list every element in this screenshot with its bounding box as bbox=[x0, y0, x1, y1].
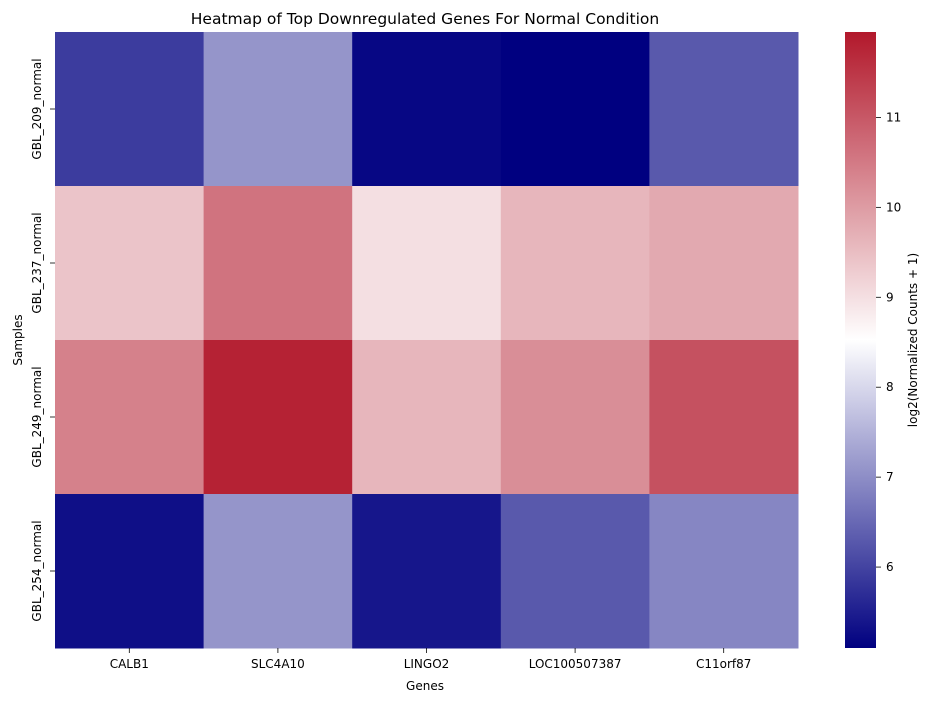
y-tick-label: GBL_209_normal bbox=[30, 58, 44, 159]
y-axis-label: Samples bbox=[11, 314, 25, 365]
heatmap-cell bbox=[352, 32, 502, 187]
heatmap-cell bbox=[500, 186, 650, 341]
y-axis-ticks: GBL_209_normal GBL_237_normal GBL_249_norm… bbox=[30, 58, 55, 622]
heatmap-cell bbox=[649, 32, 799, 187]
y-tick-label: GBL_249_normal bbox=[30, 366, 44, 467]
x-tick-label: LINGO2 bbox=[404, 657, 450, 671]
x-tick-label: LOC100507387 bbox=[529, 657, 622, 671]
heatmap-cell bbox=[500, 494, 650, 649]
heatmap-cell bbox=[55, 340, 205, 495]
y-tick-label: GBL_237_normal bbox=[30, 212, 44, 313]
colorbar-tick-label: 9 bbox=[886, 290, 894, 304]
heatmap-cells bbox=[55, 32, 799, 649]
heatmap-cell bbox=[203, 186, 353, 341]
heatmap-cell bbox=[203, 32, 353, 187]
heatmap-cell bbox=[55, 32, 205, 187]
colorbar-tick-label: 7 bbox=[886, 470, 894, 484]
heatmap-cell bbox=[649, 186, 799, 341]
colorbar-tick-label: 10 bbox=[886, 200, 901, 214]
heatmap-cell bbox=[649, 494, 799, 649]
colorbar-tick-label: 8 bbox=[886, 380, 894, 394]
heatmap-cell bbox=[500, 340, 650, 495]
heatmap-cell bbox=[203, 494, 353, 649]
colorbar bbox=[845, 32, 876, 648]
heatmap-cell bbox=[352, 186, 502, 341]
heatmap-cell bbox=[352, 340, 502, 495]
colorbar-tick-label: 6 bbox=[886, 560, 894, 574]
heatmap-cell bbox=[649, 340, 799, 495]
heatmap-cell bbox=[55, 186, 205, 341]
heatmap-cell bbox=[55, 494, 205, 649]
x-tick-label: CALB1 bbox=[110, 657, 149, 671]
x-axis-label: Genes bbox=[406, 679, 444, 693]
colorbar-label: log2(Normalized Counts + 1) bbox=[906, 253, 920, 427]
heatmap-cell bbox=[500, 32, 650, 187]
heatmap-cell bbox=[203, 340, 353, 495]
colorbar-tick-label: 11 bbox=[886, 110, 901, 124]
y-tick-label: GBL_254_normal bbox=[30, 520, 44, 621]
x-axis-ticks: CALB1 SLC4A10 LINGO2 LOC100507387 C11orf87 bbox=[110, 648, 751, 671]
chart-title: Heatmap of Top Downregulated Genes For N… bbox=[191, 10, 659, 28]
heatmap-cell bbox=[352, 494, 502, 649]
colorbar-ticks: 6 7 8 9 10 11 bbox=[876, 110, 901, 574]
x-tick-label: SLC4A10 bbox=[251, 657, 305, 671]
x-tick-label: C11orf87 bbox=[696, 657, 751, 671]
